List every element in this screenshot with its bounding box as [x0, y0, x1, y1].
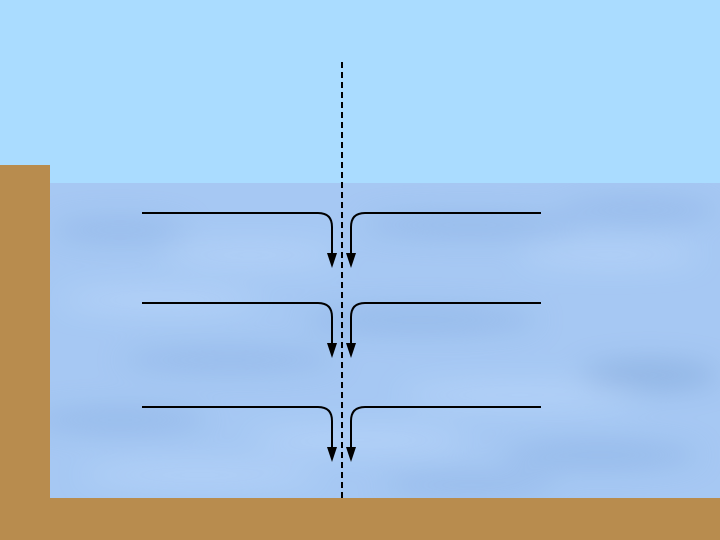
flow-line-left	[142, 406, 333, 451]
flow-line-left	[142, 212, 333, 257]
flow-line-right	[350, 406, 541, 451]
arrowhead-down-icon	[346, 253, 356, 268]
arrowhead-down-icon	[327, 447, 337, 462]
arrowhead-down-icon	[327, 253, 337, 268]
water-texture	[50, 200, 720, 494]
flow-line-right	[350, 212, 541, 257]
flow-row-2	[142, 302, 541, 347]
flow-line-left	[142, 302, 333, 347]
arrowhead-down-icon	[346, 447, 356, 462]
flow-row-1	[142, 212, 541, 257]
flow-line-right	[350, 302, 541, 347]
left-bank	[0, 165, 50, 540]
bottom-ground	[0, 498, 720, 540]
arrowhead-down-icon	[327, 343, 337, 358]
flow-row-3	[142, 406, 541, 451]
arrowhead-down-icon	[346, 343, 356, 358]
sky	[0, 0, 720, 183]
